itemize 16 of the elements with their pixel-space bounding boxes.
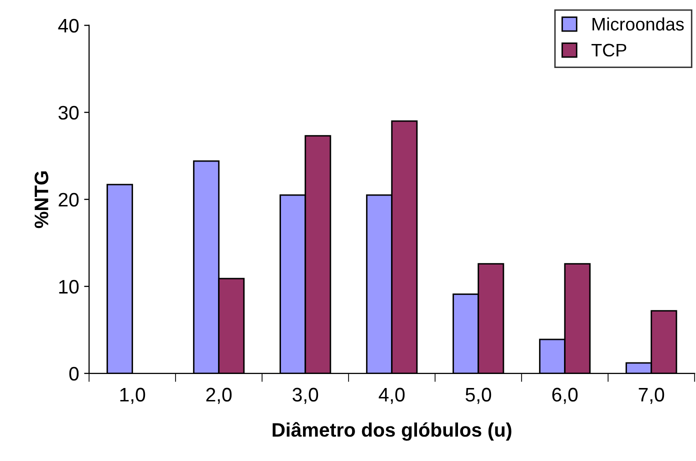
y-tick-label: 20 <box>58 192 79 207</box>
x-tick-label: 5,0 <box>466 388 492 404</box>
y-axis-title: %NTG <box>34 171 48 228</box>
x-tick-label: 6,0 <box>552 388 578 404</box>
x-tick-label: 4,0 <box>378 388 405 404</box>
x-tick-label: 3,0 <box>292 388 318 404</box>
legend-label: TCP <box>592 44 626 57</box>
y-tick-label: 0 <box>69 366 79 381</box>
y-tick-label: 10 <box>59 280 79 294</box>
x-tick-label: 7,0 <box>638 388 664 404</box>
x-tick-label: 1,0 <box>120 388 146 404</box>
x-axis-title: Diâmetro dos glóbulos (u) <box>272 422 512 441</box>
y-tick-label: 40 <box>58 18 79 33</box>
x-tick-label: 2,0 <box>206 388 232 404</box>
legend-label: Microondas <box>592 17 684 31</box>
y-tick-label: 30 <box>58 106 79 120</box>
